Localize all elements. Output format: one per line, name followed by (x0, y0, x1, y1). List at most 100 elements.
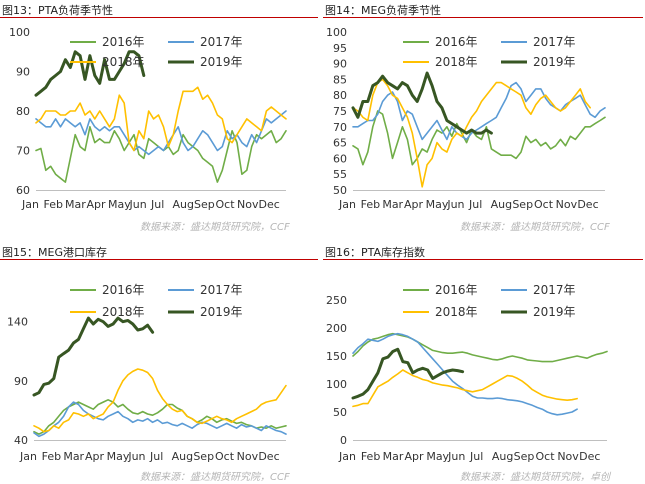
legend-label-2018: 2018年 (435, 305, 478, 319)
legend-label-2017: 2017年 (200, 283, 243, 297)
legend-label-2016: 2016年 (102, 283, 145, 297)
y-tick-label: 85 (333, 73, 347, 86)
chart-title-pta-load: 图13：PTA负荷季节性 (2, 4, 114, 17)
x-tick-label: Apr (405, 450, 425, 463)
y-tick-label: 50 (333, 406, 347, 419)
x-tick-label: Apr (404, 198, 424, 211)
legend-label-2019: 2019年 (200, 55, 243, 69)
y-tick-label: 60 (333, 152, 347, 165)
y-tick-label: 95 (333, 42, 347, 55)
y-tick-label: 80 (16, 105, 30, 118)
title-rule (0, 17, 318, 18)
x-tick-label: Sep (193, 450, 214, 463)
chart-title-pta-inventory-index: 图16：PTA库存指数 (325, 246, 426, 259)
y-tick-label: 140 (7, 316, 28, 329)
legend-label-2017: 2017年 (533, 283, 576, 297)
x-tick-label: Apr (87, 198, 107, 211)
legend-label-2019: 2019年 (200, 305, 243, 319)
x-tick-label: Nov (237, 450, 259, 463)
x-tick-label: Mar (65, 198, 86, 211)
y-tick-label: 40 (14, 434, 28, 447)
y-tick-label: 65 (333, 137, 347, 150)
series-line-2018 (33, 368, 287, 433)
x-tick-label: Nov (237, 198, 259, 211)
legend-label-2019: 2019年 (533, 55, 576, 69)
series-line-2019 (351, 71, 493, 135)
title-rule (0, 259, 318, 260)
chart-pta-inventory-index: 0 50 100 150 200 250 Jan Feb Mar Apr May Jun Jul Aug S… (326, 283, 608, 463)
y-tick-label: 80 (333, 89, 347, 102)
x-tick-label: May (426, 450, 449, 463)
chart-title-meg-load: 图14：MEG负荷季节性 (325, 4, 441, 17)
y-tick-label: 200 (326, 322, 347, 335)
x-tick-label: Jan (338, 450, 356, 463)
legend-label-2018: 2018年 (102, 55, 145, 69)
x-tick-label: Dec (258, 450, 279, 463)
y-tick-label: 60 (16, 184, 30, 197)
x-tick-label: Jun (446, 198, 464, 211)
y-tick-label: 70 (16, 145, 30, 158)
x-tick-label: Aug (491, 198, 512, 211)
x-tick-label: Feb (44, 198, 63, 211)
x-tick-label: Mar (383, 450, 404, 463)
x-tick-label: Jan (21, 198, 39, 211)
series-line-2017 (33, 401, 287, 438)
series-line-2018 (352, 369, 578, 408)
x-tick-label: Mar (63, 450, 84, 463)
x-tick-label: Sep (512, 198, 533, 211)
series-line-2016 (352, 110, 606, 166)
source-note: 数据来源：盛达期货研究院，CCF (140, 472, 290, 483)
x-tick-label: Feb (42, 450, 61, 463)
x-tick-label: Oct (534, 198, 554, 211)
x-tick-label: Aug (492, 450, 513, 463)
y-tick-label: 90 (16, 66, 30, 79)
series-line-2019 (32, 316, 155, 397)
series-line-2017 (35, 110, 287, 156)
x-tick-label: Nov (557, 450, 579, 463)
x-tick-label: Dec (259, 198, 280, 211)
legend-label-2017: 2017年 (533, 35, 576, 49)
x-tick-label: Feb (361, 450, 380, 463)
x-tick-label: Jun (447, 450, 465, 463)
title-rule (323, 17, 643, 18)
x-tick-label: Jan (19, 450, 37, 463)
series-line-2018 (352, 78, 592, 188)
y-tick-label: 0 (340, 434, 347, 447)
source-note: 数据来源：盛达期货研究院，卓创 (460, 472, 610, 483)
legend-label-2018: 2018年 (102, 305, 145, 319)
source-note: 数据来源：盛达期货研究院，CCF (460, 222, 610, 233)
x-tick-label: Dec (579, 450, 600, 463)
x-tick-label: Aug (172, 450, 193, 463)
y-tick-label: 50 (333, 184, 347, 197)
title-rule (323, 259, 643, 260)
x-tick-label: Jun (129, 198, 147, 211)
series-line-2016 (35, 126, 287, 183)
y-tick-label: 150 (326, 350, 347, 363)
x-tick-label: Jan (338, 198, 356, 211)
y-tick-label: 55 (333, 168, 347, 181)
x-tick-label: Dec (577, 198, 598, 211)
series-line-2019 (351, 347, 465, 400)
legend-label-2016: 2016年 (435, 283, 478, 297)
x-tick-label: Jun (127, 450, 145, 463)
x-tick-label: May (426, 198, 449, 211)
y-tick-label: 90 (333, 58, 347, 71)
x-tick-label: Sep (194, 198, 215, 211)
x-tick-label: Oct (536, 450, 556, 463)
x-tick-label: May (107, 450, 130, 463)
y-tick-label: 75 (333, 105, 347, 118)
y-tick-label: 250 (326, 294, 347, 307)
y-tick-label: 100 (326, 378, 347, 391)
x-tick-label: Nov (556, 198, 578, 211)
series-line-2016 (352, 332, 608, 363)
x-tick-label: Jul (149, 450, 163, 463)
series-line-2017 (352, 332, 578, 416)
series-line-2018 (35, 86, 287, 152)
x-tick-label: Mar (382, 198, 403, 211)
y-tick-label: 90 (14, 375, 28, 388)
series-line-2016 (33, 399, 287, 435)
source-note: 数据来源：盛达期货研究院，CCF (140, 222, 290, 233)
series-line-2019 (34, 50, 146, 97)
